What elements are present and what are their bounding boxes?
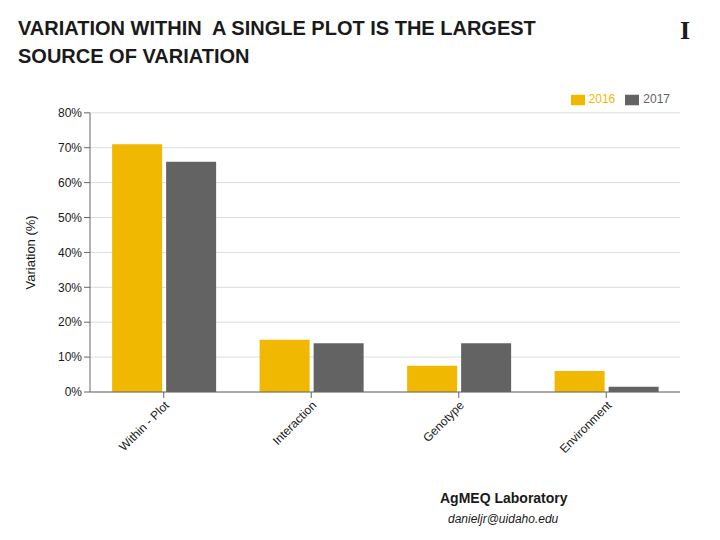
svg-text:80%: 80% [58,106,82,120]
svg-text:30%: 30% [58,281,82,295]
svg-text:20%: 20% [58,315,82,329]
svg-text:Genotype: Genotype [420,398,467,445]
svg-text:60%: 60% [58,176,82,190]
svg-text:50%: 50% [58,211,82,225]
svg-text:Interaction: Interaction [270,398,320,448]
html-text:danieljr@uidaho.edu: danieljr@uidaho.edu [448,512,559,526]
svg-text:Within - Plot: Within - Plot [116,398,172,454]
svg-text:0%: 0% [65,385,83,399]
html-text:2016: 2016 [588,92,616,106]
svg-text:Environment: Environment [557,398,615,456]
html-text:AgMEQ Laboratory: AgMEQ Laboratory [440,490,568,506]
svg-text:40%: 40% [58,246,82,260]
svg-text:70%: 70% [58,141,82,155]
svg-text:10%: 10% [58,350,82,364]
html-text:2017: 2017 [643,92,670,106]
html-text:VARIATION WITHIN A SINGLE PLOT: VARIATION WITHIN A SINGLE PLOT IS THE LA… [18,17,542,67]
svg-text:Variation (%): Variation (%) [23,215,38,289]
html-text:I: I [679,16,690,45]
